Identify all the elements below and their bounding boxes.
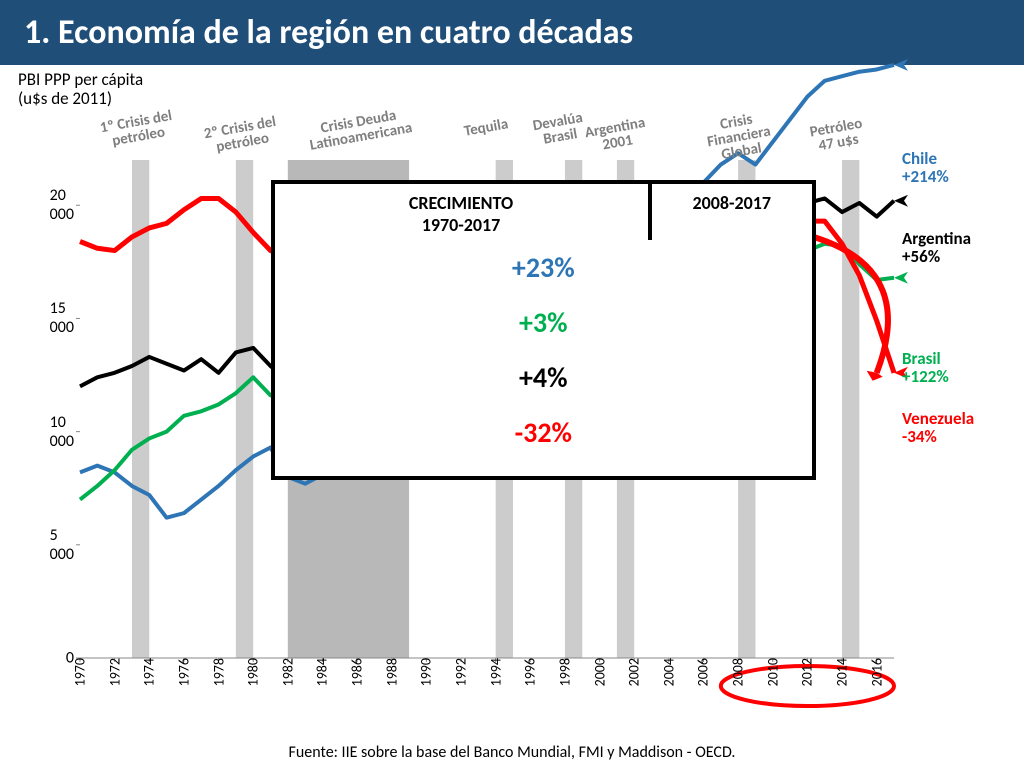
x-tick: 1990 xyxy=(418,658,435,686)
x-tick: 2002 xyxy=(626,658,643,686)
x-tick: 1982 xyxy=(279,658,296,686)
x-tick: 1992 xyxy=(453,658,470,686)
x-tick: 1986 xyxy=(349,658,366,686)
country-label: Argentina+56% xyxy=(902,230,971,266)
x-tick: 1974 xyxy=(141,658,158,686)
x-tick: 1976 xyxy=(175,658,192,686)
y-tick: 10 000 xyxy=(50,413,80,451)
growth-value: -32% xyxy=(275,405,813,460)
x-tick: 2008 xyxy=(730,658,747,686)
x-tick: 2006 xyxy=(695,658,712,686)
x-tick: 1984 xyxy=(314,658,331,686)
x-tick: 1998 xyxy=(556,658,573,686)
y-tick: 15 000 xyxy=(50,299,80,337)
x-tick: 2004 xyxy=(660,658,677,686)
country-label: Venezuela-34% xyxy=(902,410,974,446)
x-tick: 1978 xyxy=(210,658,227,686)
crisis-label: Petróleo47 u$s xyxy=(808,117,865,156)
growth-box: CRECIMIENTO 1970-2017 2008-2017 +23%+3%+… xyxy=(271,180,817,480)
crisis-label: 2º Crisis delpetróleo xyxy=(202,115,279,157)
x-tick: 1980 xyxy=(245,658,262,686)
growth-value: +3% xyxy=(275,295,813,350)
x-tick: 1994 xyxy=(487,658,504,686)
x-tick: 1970 xyxy=(72,658,89,686)
plot-area: 1º Crisis delpetróleo2º Crisis delpetról… xyxy=(80,160,894,658)
x-tick: 2016 xyxy=(868,658,885,686)
source-text: Fuente: IIE sobre la base del Banco Mund… xyxy=(0,743,1024,762)
y-tick: 20 000 xyxy=(50,186,80,224)
growth-header-left: CRECIMIENTO 1970-2017 xyxy=(275,184,652,240)
growth-value: +23% xyxy=(275,240,813,295)
crisis-label: Argentina2001 xyxy=(583,116,648,156)
subtitle-l2: (u$s de 2011) xyxy=(18,88,112,109)
page-title: 1. Economía de la región en cuatro décad… xyxy=(0,0,1024,65)
x-tick: 1996 xyxy=(522,658,539,686)
x-tick: 1988 xyxy=(383,658,400,686)
y-tick: 5 000 xyxy=(50,526,80,564)
x-tick: 2010 xyxy=(764,658,781,686)
crisis-label: Tequila xyxy=(463,117,509,140)
x-tick: 2000 xyxy=(591,658,608,686)
x-tick: 2014 xyxy=(834,658,851,686)
growth-value: +4% xyxy=(275,350,813,405)
crisis-label: Crisis DeudaLatinoamericana xyxy=(307,106,414,154)
crisis-label: DevalúaBrasil xyxy=(531,111,586,149)
growth-header-right: 2008-2017 xyxy=(652,184,813,240)
x-tick: 2012 xyxy=(799,658,816,686)
country-label: Brasil+122% xyxy=(902,350,949,386)
chart-container: 1º Crisis delpetróleo 2º Crisis delpetról… xyxy=(20,110,1004,728)
crisis-label: 1º Crisis delpetróleo xyxy=(99,109,176,151)
x-tick: 1972 xyxy=(106,658,123,686)
country-label: Chile+214% xyxy=(902,150,949,186)
